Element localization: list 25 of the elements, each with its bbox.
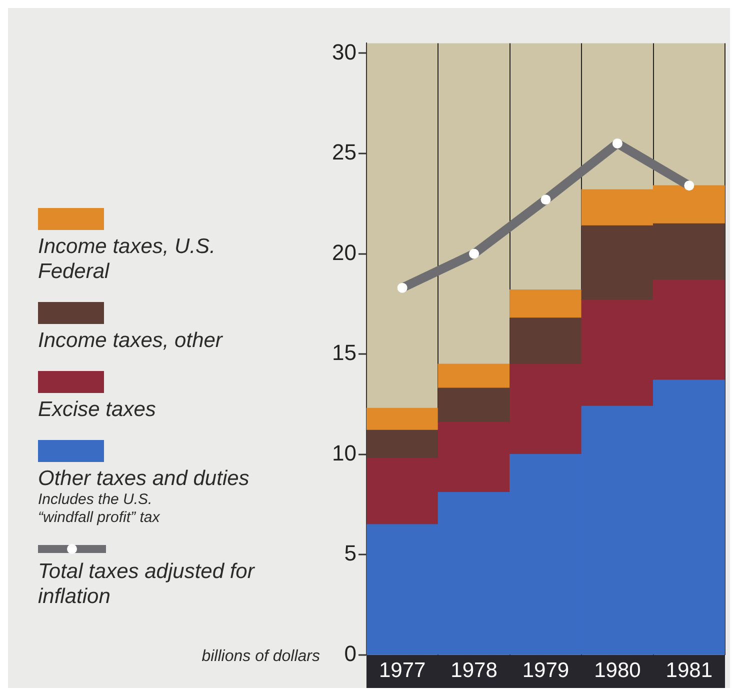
bar bbox=[438, 388, 510, 423]
bar bbox=[438, 364, 510, 388]
bar bbox=[510, 290, 582, 318]
legend-label: Income taxes, other bbox=[38, 328, 224, 353]
x-tick-label: 1981 bbox=[666, 659, 713, 682]
bar bbox=[510, 318, 582, 364]
y-tick-label: 20 bbox=[332, 240, 356, 265]
x-tick-label: 1980 bbox=[594, 659, 641, 682]
y-tick-label: 25 bbox=[332, 140, 356, 165]
x-tick-label: 1978 bbox=[450, 659, 498, 682]
y-tick-label: 30 bbox=[332, 39, 356, 64]
x-tick-label: 1979 bbox=[522, 659, 570, 682]
legend-label: Income taxes, U.S. Federal bbox=[38, 234, 216, 284]
y-axis-title: billions of dollars bbox=[202, 648, 320, 666]
legend-label: Total taxes adjusted for inflation bbox=[38, 559, 256, 609]
text: Includes the U.S. “windfall profit” tax bbox=[38, 491, 161, 527]
bar bbox=[366, 430, 439, 459]
y-tick-label: 5 bbox=[344, 540, 356, 566]
y-tick-label: 0 bbox=[344, 640, 356, 666]
y-tick-label: 10 bbox=[332, 440, 356, 466]
y-tick-label: 15 bbox=[332, 340, 356, 366]
x-tick-label: 1977 bbox=[378, 659, 426, 682]
bar bbox=[366, 408, 439, 431]
legend-label: Other taxes and duties bbox=[38, 466, 250, 491]
legend-label: Excise taxes bbox=[38, 397, 157, 422]
